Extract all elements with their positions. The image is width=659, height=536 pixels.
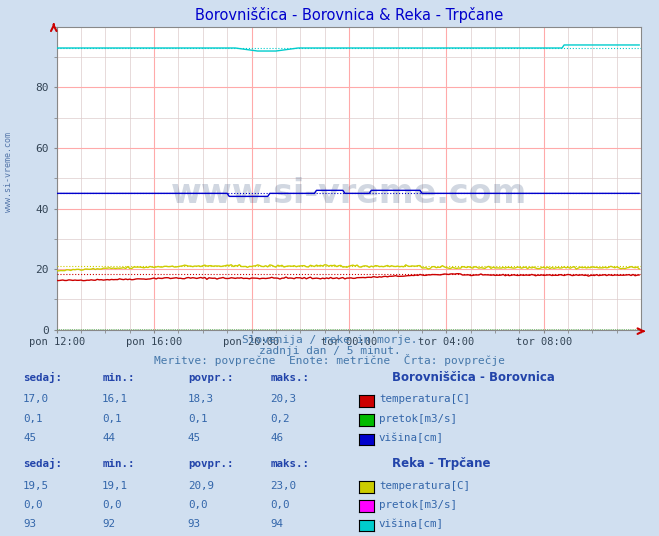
Text: 94: 94 (270, 519, 283, 529)
Text: 93: 93 (188, 519, 201, 529)
Text: pretok[m3/s]: pretok[m3/s] (379, 414, 457, 424)
Text: višina[cm]: višina[cm] (379, 519, 444, 529)
Text: 20,9: 20,9 (188, 481, 214, 490)
Text: temperatura[C]: temperatura[C] (379, 481, 470, 490)
Title: Borovniščica - Borovnica & Reka - Trpčane: Borovniščica - Borovnica & Reka - Trpčan… (195, 7, 503, 23)
Text: maks.:: maks.: (270, 373, 309, 383)
Text: 45: 45 (23, 433, 36, 443)
Text: 23,0: 23,0 (270, 481, 296, 490)
Text: 0,1: 0,1 (102, 414, 122, 424)
Text: pretok[m3/s]: pretok[m3/s] (379, 500, 457, 510)
Text: maks.:: maks.: (270, 459, 309, 469)
Text: Meritve: povprečne  Enote: metrične  Črta: povprečje: Meritve: povprečne Enote: metrične Črta:… (154, 354, 505, 367)
Text: 46: 46 (270, 433, 283, 443)
Text: 93: 93 (23, 519, 36, 529)
Text: povpr.:: povpr.: (188, 459, 233, 469)
Text: 92: 92 (102, 519, 115, 529)
Text: 18,3: 18,3 (188, 394, 214, 405)
Text: sedaj:: sedaj: (23, 458, 62, 469)
Text: temperatura[C]: temperatura[C] (379, 394, 470, 405)
Text: 20,3: 20,3 (270, 394, 296, 405)
Text: Reka - Trpčane: Reka - Trpčane (392, 457, 490, 470)
Text: 0,0: 0,0 (102, 500, 122, 510)
Text: višina[cm]: višina[cm] (379, 433, 444, 443)
Text: 16,1: 16,1 (102, 394, 128, 405)
Text: 0,0: 0,0 (188, 500, 208, 510)
Text: www.si-vreme.com: www.si-vreme.com (4, 131, 13, 212)
Text: povpr.:: povpr.: (188, 373, 233, 383)
Text: 0,2: 0,2 (270, 414, 290, 424)
Text: www.si-vreme.com: www.si-vreme.com (171, 177, 527, 210)
Text: min.:: min.: (102, 459, 134, 469)
Text: 0,1: 0,1 (23, 414, 43, 424)
Text: min.:: min.: (102, 373, 134, 383)
Text: 0,0: 0,0 (270, 500, 290, 510)
Text: 0,0: 0,0 (23, 500, 43, 510)
Text: 17,0: 17,0 (23, 394, 49, 405)
Text: 44: 44 (102, 433, 115, 443)
Text: 45: 45 (188, 433, 201, 443)
Text: zadnji dan / 5 minut.: zadnji dan / 5 minut. (258, 346, 401, 356)
Text: 19,5: 19,5 (23, 481, 49, 490)
Text: sedaj:: sedaj: (23, 371, 62, 383)
Text: 0,1: 0,1 (188, 414, 208, 424)
Text: Borovniščica - Borovnica: Borovniščica - Borovnica (392, 370, 555, 384)
Text: 19,1: 19,1 (102, 481, 128, 490)
Text: Slovenija / reke in morje.: Slovenija / reke in morje. (242, 335, 417, 345)
